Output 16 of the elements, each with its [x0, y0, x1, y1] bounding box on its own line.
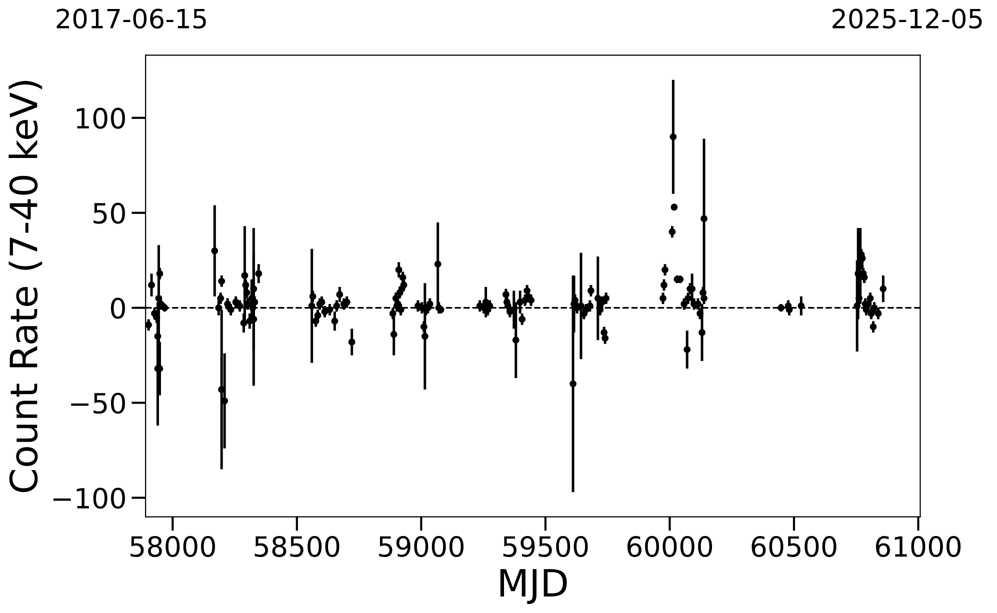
y-tick-label: 50	[94, 202, 125, 224]
x-tick-label: 58500	[254, 536, 340, 558]
text: 2017-06-15	[56, 8, 206, 29]
y-tick-label: 0	[110, 298, 125, 319]
x-tick-label: 60000	[627, 536, 712, 558]
x-tick-label: 59000	[379, 536, 464, 558]
x-axis-title: MJD	[500, 569, 567, 604]
x-tick-label: 58000	[130, 536, 215, 558]
x-tick-label: 61000	[876, 536, 961, 558]
text: 2025-12-05	[832, 8, 982, 29]
y-tick-label: −50	[71, 392, 125, 414]
y-tick-label: −100	[53, 488, 125, 509]
y-tick-label: 100	[76, 108, 125, 129]
y-axis-title: Count Rate (7-40 keV)	[8, 80, 42, 492]
x-tick-label: 59500	[503, 536, 588, 558]
x-tick-label: 60500	[752, 536, 836, 558]
